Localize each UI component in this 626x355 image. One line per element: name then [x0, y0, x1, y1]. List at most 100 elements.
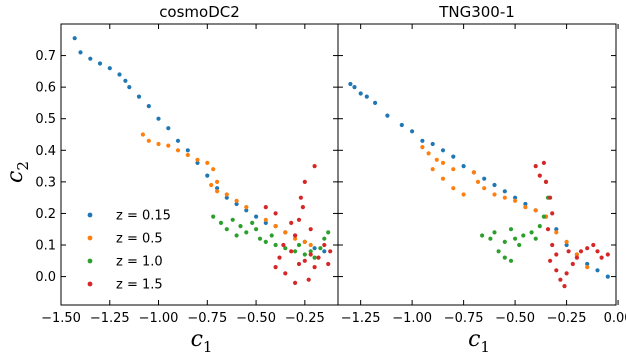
data-point: [496, 249, 501, 254]
data-point: [107, 66, 112, 71]
data-point: [326, 230, 331, 235]
legend-marker: [87, 258, 93, 264]
data-point: [554, 227, 559, 232]
data-point: [574, 255, 580, 260]
data-point: [195, 157, 200, 162]
legend-marker: [87, 235, 93, 241]
data-point: [263, 239, 268, 244]
y-tick-label: 0.2: [35, 207, 56, 222]
data-point: [273, 211, 278, 216]
data-point: [550, 211, 555, 216]
data-point: [364, 94, 369, 99]
data-point: [296, 217, 302, 222]
x-tick-label: −1.25: [90, 311, 130, 326]
data-point: [234, 233, 239, 238]
data-point: [302, 252, 307, 257]
data-point: [513, 195, 518, 200]
legend-label: z = 0.5: [116, 232, 163, 247]
series-0: [348, 81, 610, 279]
data-point: [585, 261, 590, 267]
data-point: [250, 220, 255, 225]
data-point: [88, 56, 93, 61]
data-point: [451, 167, 456, 172]
y-tick-label: 0.3: [35, 175, 56, 190]
data-point: [564, 271, 569, 276]
data-point: [385, 113, 390, 118]
data-point: [215, 179, 220, 184]
data-point: [136, 94, 142, 99]
data-point: [146, 138, 151, 143]
data-point: [502, 195, 507, 200]
data-point: [308, 227, 313, 232]
data-point: [541, 160, 547, 165]
x-tick-label: −0.75: [187, 311, 227, 326]
data-point: [564, 242, 569, 248]
x-tick-label: 0.00: [604, 311, 626, 326]
data-point: [273, 224, 278, 229]
data-point: [461, 192, 466, 197]
y-axis-label: c2: [3, 161, 32, 183]
data-point: [533, 164, 538, 169]
data-point: [211, 167, 216, 172]
data-point: [537, 173, 542, 178]
data-point: [502, 189, 507, 194]
data-point: [399, 122, 404, 128]
data-point: [521, 233, 526, 238]
data-point: [358, 91, 363, 96]
data-point: [558, 277, 563, 282]
data-point: [156, 116, 161, 121]
x-tick-label: −0.25: [285, 311, 325, 326]
data-point: [426, 151, 431, 156]
data-point: [591, 242, 596, 248]
data-point: [420, 138, 425, 143]
legend-marker: [87, 212, 93, 218]
series-2: [480, 179, 551, 263]
y-tick-label: 0.4: [35, 144, 56, 159]
data-point: [289, 220, 294, 225]
data-point: [502, 239, 507, 244]
data-point: [440, 148, 446, 153]
data-point: [322, 249, 327, 254]
data-point: [185, 148, 190, 153]
legend-marker: [87, 281, 93, 287]
data-point: [605, 274, 610, 279]
data-point: [269, 233, 274, 238]
x-tick-label: −1.00: [139, 311, 179, 326]
data-point: [244, 230, 249, 235]
data-point: [273, 265, 278, 270]
data-point: [308, 242, 313, 248]
data-point: [482, 176, 487, 181]
data-point: [209, 182, 214, 188]
data-point: [554, 268, 559, 273]
data-point: [312, 246, 317, 251]
data-point: [430, 141, 435, 147]
data-point: [283, 271, 288, 276]
data-point: [254, 214, 259, 219]
data-point: [548, 258, 553, 263]
data-point: [302, 179, 307, 184]
data-point: [322, 242, 327, 248]
data-point: [605, 252, 610, 257]
data-point: [185, 152, 190, 158]
data-point: [123, 78, 128, 83]
data-point: [543, 179, 549, 184]
data-point: [585, 246, 590, 251]
x-tick-label: −1.00: [392, 311, 432, 326]
data-point: [585, 265, 590, 270]
data-point: [574, 252, 580, 257]
data-point: [517, 242, 522, 248]
data-point: [97, 61, 103, 66]
data-point: [117, 72, 122, 77]
data-point: [289, 249, 294, 254]
data-point: [523, 205, 528, 210]
data-point: [127, 85, 132, 90]
data-point: [533, 236, 538, 241]
data-point: [308, 252, 313, 257]
data-point: [195, 160, 200, 165]
plot-frame: [60, 23, 339, 306]
data-point: [72, 36, 77, 41]
data-point: [302, 239, 307, 244]
x-tick-label: −0.50: [495, 311, 535, 326]
data-point: [300, 205, 305, 210]
data-point: [533, 208, 538, 213]
